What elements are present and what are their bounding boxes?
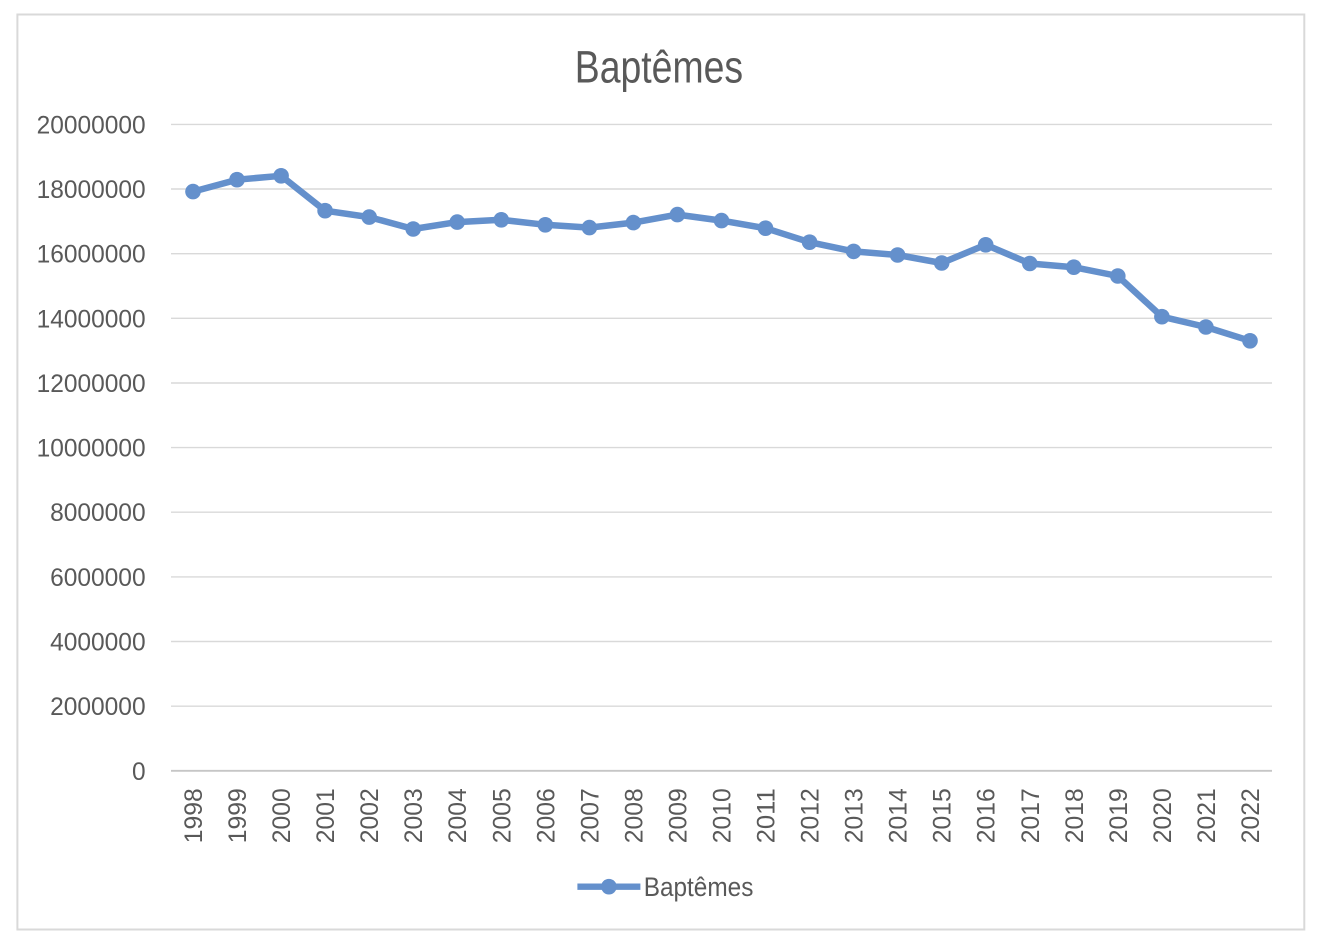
svg-text:18000000: 18000000 xyxy=(37,176,146,204)
svg-text:16000000: 16000000 xyxy=(37,241,146,269)
svg-text:2019: 2019 xyxy=(1105,788,1133,843)
svg-text:2014: 2014 xyxy=(885,788,913,843)
svg-text:4000000: 4000000 xyxy=(50,629,146,657)
svg-text:2009: 2009 xyxy=(664,788,692,843)
svg-text:1998: 1998 xyxy=(180,788,208,843)
svg-text:8000000: 8000000 xyxy=(50,499,146,527)
svg-text:2015: 2015 xyxy=(929,788,957,843)
svg-text:2001: 2001 xyxy=(312,788,340,843)
svg-text:2012: 2012 xyxy=(797,788,825,843)
svg-text:2010: 2010 xyxy=(709,788,737,843)
svg-text:2000000: 2000000 xyxy=(50,693,146,721)
svg-text:Baptêmes: Baptêmes xyxy=(644,872,754,902)
svg-text:12000000: 12000000 xyxy=(37,370,146,398)
svg-text:2022: 2022 xyxy=(1237,788,1265,843)
svg-text:6000000: 6000000 xyxy=(50,564,146,592)
svg-text:0: 0 xyxy=(132,758,146,786)
svg-text:10000000: 10000000 xyxy=(37,435,146,463)
svg-text:Baptêmes: Baptêmes xyxy=(575,41,743,92)
svg-text:2018: 2018 xyxy=(1061,788,1089,843)
svg-text:2000: 2000 xyxy=(268,788,296,843)
svg-text:2002: 2002 xyxy=(356,788,384,843)
svg-text:2017: 2017 xyxy=(1017,788,1045,843)
svg-text:2021: 2021 xyxy=(1193,788,1221,843)
svg-text:14000000: 14000000 xyxy=(37,305,146,333)
svg-text:2008: 2008 xyxy=(620,788,648,843)
svg-text:2013: 2013 xyxy=(841,788,869,843)
svg-text:1999: 1999 xyxy=(224,788,252,843)
svg-text:20000000: 20000000 xyxy=(37,111,146,139)
svg-text:2016: 2016 xyxy=(973,788,1001,843)
svg-text:2005: 2005 xyxy=(488,788,516,843)
svg-text:2020: 2020 xyxy=(1149,788,1177,843)
svg-text:2003: 2003 xyxy=(400,788,428,843)
svg-text:2007: 2007 xyxy=(576,788,604,843)
svg-text:2004: 2004 xyxy=(444,788,472,843)
svg-text:2006: 2006 xyxy=(532,788,560,843)
svg-text:2011: 2011 xyxy=(753,788,781,843)
